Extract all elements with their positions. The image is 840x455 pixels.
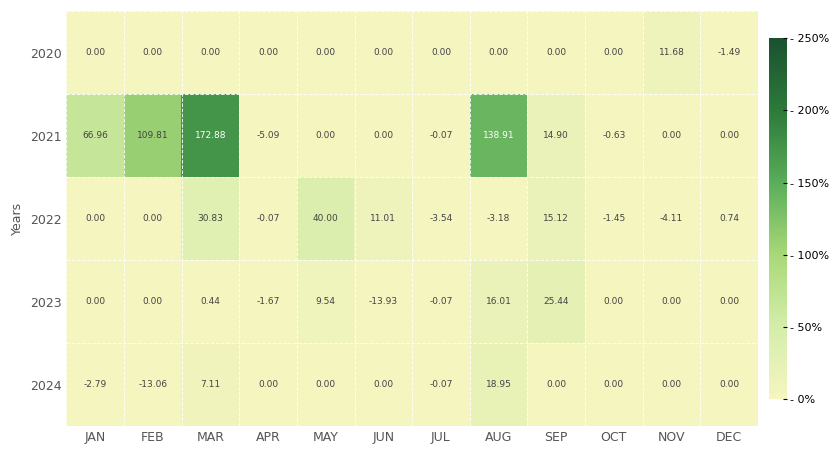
- Text: -3.54: -3.54: [429, 214, 453, 223]
- Text: 0.00: 0.00: [143, 48, 163, 57]
- Text: 30.83: 30.83: [197, 214, 223, 223]
- Text: 0.00: 0.00: [258, 48, 278, 57]
- Text: -0.07: -0.07: [429, 131, 453, 140]
- Text: 0.74: 0.74: [719, 214, 739, 223]
- Y-axis label: Years: Years: [11, 202, 24, 235]
- Text: 16.01: 16.01: [486, 297, 512, 306]
- Text: -0.63: -0.63: [602, 131, 626, 140]
- Text: -0.07: -0.07: [256, 214, 280, 223]
- Text: 0.00: 0.00: [200, 48, 220, 57]
- Text: 109.81: 109.81: [137, 131, 169, 140]
- Text: 0.00: 0.00: [662, 380, 681, 389]
- Text: 0.00: 0.00: [719, 380, 739, 389]
- Text: 0.00: 0.00: [546, 380, 566, 389]
- Text: -1.67: -1.67: [256, 297, 280, 306]
- Text: -0.07: -0.07: [429, 380, 453, 389]
- Text: 0.00: 0.00: [316, 380, 336, 389]
- Text: 0.00: 0.00: [662, 131, 681, 140]
- Text: 0.00: 0.00: [719, 131, 739, 140]
- Text: 15.12: 15.12: [543, 214, 570, 223]
- Text: -13.06: -13.06: [139, 380, 167, 389]
- Text: 18.95: 18.95: [486, 380, 512, 389]
- Text: -4.11: -4.11: [660, 214, 683, 223]
- Text: 138.91: 138.91: [483, 131, 514, 140]
- Text: 25.44: 25.44: [543, 297, 569, 306]
- Text: -3.18: -3.18: [487, 214, 511, 223]
- Text: 0.00: 0.00: [604, 48, 624, 57]
- Text: 11.01: 11.01: [370, 214, 396, 223]
- Text: -5.09: -5.09: [256, 131, 280, 140]
- Text: 0.00: 0.00: [546, 48, 566, 57]
- Text: 0.00: 0.00: [373, 48, 393, 57]
- Text: 0.00: 0.00: [373, 380, 393, 389]
- Text: 0.00: 0.00: [719, 297, 739, 306]
- Text: 9.54: 9.54: [316, 297, 336, 306]
- Text: 0.00: 0.00: [489, 48, 509, 57]
- Text: 0.00: 0.00: [316, 48, 336, 57]
- Text: 66.96: 66.96: [82, 131, 108, 140]
- Text: 7.11: 7.11: [200, 380, 220, 389]
- Text: 0.00: 0.00: [85, 48, 105, 57]
- Text: 0.00: 0.00: [143, 214, 163, 223]
- Text: 0.00: 0.00: [373, 131, 393, 140]
- Text: -1.49: -1.49: [717, 48, 741, 57]
- Text: 0.00: 0.00: [316, 131, 336, 140]
- Text: 0.00: 0.00: [662, 297, 681, 306]
- Text: 0.00: 0.00: [143, 297, 163, 306]
- Text: 0.00: 0.00: [258, 380, 278, 389]
- Text: 40.00: 40.00: [312, 214, 339, 223]
- Text: -0.07: -0.07: [429, 297, 453, 306]
- Text: 14.90: 14.90: [543, 131, 570, 140]
- Text: 0.00: 0.00: [85, 297, 105, 306]
- Text: 0.00: 0.00: [604, 297, 624, 306]
- Text: 0.00: 0.00: [85, 214, 105, 223]
- Text: 11.68: 11.68: [659, 48, 685, 57]
- Text: -13.93: -13.93: [369, 297, 398, 306]
- Text: 0.00: 0.00: [604, 380, 624, 389]
- Text: 0.00: 0.00: [431, 48, 451, 57]
- Text: -2.79: -2.79: [83, 380, 107, 389]
- Text: 0.44: 0.44: [201, 297, 220, 306]
- Text: 172.88: 172.88: [195, 131, 226, 140]
- Text: -1.45: -1.45: [602, 214, 626, 223]
